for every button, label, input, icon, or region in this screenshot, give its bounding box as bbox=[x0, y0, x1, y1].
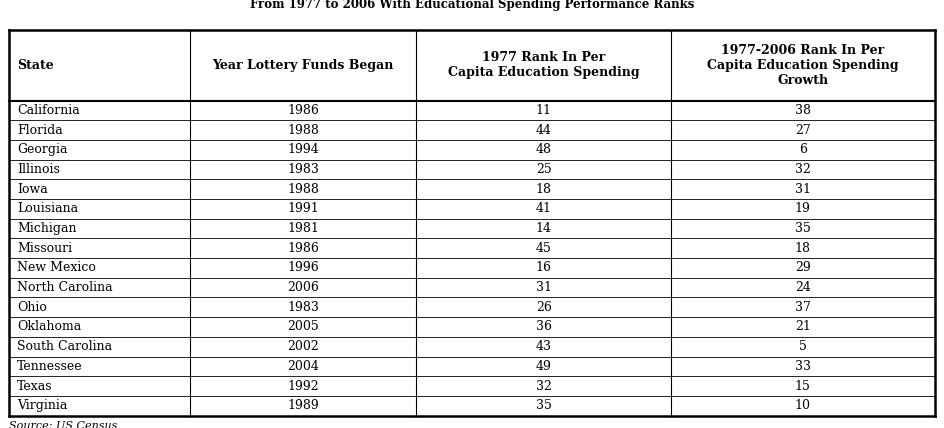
Text: 32: 32 bbox=[536, 380, 551, 392]
Bar bbox=[9, 140, 935, 160]
Text: 2006: 2006 bbox=[287, 281, 319, 294]
Text: 1986: 1986 bbox=[287, 242, 319, 255]
Bar bbox=[9, 278, 935, 297]
Text: 1983: 1983 bbox=[287, 301, 319, 314]
Text: 25: 25 bbox=[536, 163, 551, 176]
Text: 49: 49 bbox=[536, 360, 551, 373]
Text: 2002: 2002 bbox=[287, 340, 319, 353]
Text: Table 1:  States That Passed Education Lotteries (Or Dedicated The Funds From An: Table 1: States That Passed Education Lo… bbox=[94, 0, 850, 11]
Text: Georgia: Georgia bbox=[17, 143, 67, 156]
Text: 1983: 1983 bbox=[287, 163, 319, 176]
Text: 18: 18 bbox=[795, 242, 811, 255]
Bar bbox=[9, 160, 935, 179]
Text: 14: 14 bbox=[535, 222, 551, 235]
Text: 18: 18 bbox=[535, 183, 551, 196]
Text: 1977-2006 Rank In Per
Capita Education Spending
Growth: 1977-2006 Rank In Per Capita Education S… bbox=[707, 44, 899, 87]
Text: 1989: 1989 bbox=[287, 399, 319, 412]
Text: 41: 41 bbox=[535, 202, 551, 215]
Text: 43: 43 bbox=[535, 340, 551, 353]
Text: 19: 19 bbox=[795, 202, 811, 215]
Text: 15: 15 bbox=[795, 380, 811, 392]
Text: Source: US Census: Source: US Census bbox=[9, 421, 118, 428]
Text: 37: 37 bbox=[795, 301, 811, 314]
Text: Florida: Florida bbox=[17, 124, 62, 137]
Text: 1988: 1988 bbox=[287, 124, 319, 137]
Bar bbox=[9, 30, 935, 101]
Text: 45: 45 bbox=[536, 242, 551, 255]
Text: 33: 33 bbox=[795, 360, 811, 373]
Text: 2004: 2004 bbox=[287, 360, 319, 373]
Text: South Carolina: South Carolina bbox=[17, 340, 112, 353]
Text: 2005: 2005 bbox=[287, 321, 319, 333]
Text: 31: 31 bbox=[795, 183, 811, 196]
Text: Illinois: Illinois bbox=[17, 163, 59, 176]
Text: California: California bbox=[17, 104, 79, 117]
Text: 36: 36 bbox=[535, 321, 551, 333]
Text: 1994: 1994 bbox=[287, 143, 319, 156]
Text: Louisiana: Louisiana bbox=[17, 202, 78, 215]
Text: 16: 16 bbox=[535, 262, 551, 274]
Text: 24: 24 bbox=[795, 281, 811, 294]
Text: Missouri: Missouri bbox=[17, 242, 72, 255]
Text: 38: 38 bbox=[795, 104, 811, 117]
Text: 27: 27 bbox=[795, 124, 811, 137]
Text: 1986: 1986 bbox=[287, 104, 319, 117]
Text: 48: 48 bbox=[535, 143, 551, 156]
Text: State: State bbox=[17, 59, 54, 72]
Text: 11: 11 bbox=[535, 104, 551, 117]
Text: Texas: Texas bbox=[17, 380, 53, 392]
Text: 1991: 1991 bbox=[287, 202, 319, 215]
Bar bbox=[9, 258, 935, 278]
Text: Iowa: Iowa bbox=[17, 183, 48, 196]
Bar bbox=[9, 337, 935, 357]
Text: Year Lottery Funds Began: Year Lottery Funds Began bbox=[212, 59, 394, 72]
Text: Oklahoma: Oklahoma bbox=[17, 321, 81, 333]
Text: Ohio: Ohio bbox=[17, 301, 47, 314]
Text: 31: 31 bbox=[535, 281, 551, 294]
Bar bbox=[9, 179, 935, 199]
Bar bbox=[9, 297, 935, 317]
Text: 1977 Rank In Per
Capita Education Spending: 1977 Rank In Per Capita Education Spendi… bbox=[447, 51, 639, 79]
Text: 32: 32 bbox=[795, 163, 811, 176]
Bar bbox=[9, 376, 935, 396]
Bar bbox=[9, 219, 935, 238]
Text: Michigan: Michigan bbox=[17, 222, 76, 235]
Text: 29: 29 bbox=[795, 262, 811, 274]
Text: 35: 35 bbox=[795, 222, 811, 235]
Text: Tennessee: Tennessee bbox=[17, 360, 83, 373]
Text: 1992: 1992 bbox=[287, 380, 319, 392]
Bar bbox=[9, 199, 935, 219]
Text: North Carolina: North Carolina bbox=[17, 281, 112, 294]
Text: 21: 21 bbox=[795, 321, 811, 333]
Text: 1981: 1981 bbox=[287, 222, 319, 235]
Text: 44: 44 bbox=[535, 124, 551, 137]
Text: New Mexico: New Mexico bbox=[17, 262, 96, 274]
Bar bbox=[9, 317, 935, 337]
Bar bbox=[9, 238, 935, 258]
Bar bbox=[9, 120, 935, 140]
Text: 1996: 1996 bbox=[287, 262, 319, 274]
Bar bbox=[9, 396, 935, 416]
Text: 35: 35 bbox=[536, 399, 551, 412]
Text: 26: 26 bbox=[536, 301, 551, 314]
Text: 6: 6 bbox=[799, 143, 807, 156]
Bar bbox=[9, 357, 935, 376]
Text: 10: 10 bbox=[795, 399, 811, 412]
Text: Virginia: Virginia bbox=[17, 399, 67, 412]
Text: 5: 5 bbox=[799, 340, 807, 353]
Bar bbox=[9, 101, 935, 120]
Text: 1988: 1988 bbox=[287, 183, 319, 196]
